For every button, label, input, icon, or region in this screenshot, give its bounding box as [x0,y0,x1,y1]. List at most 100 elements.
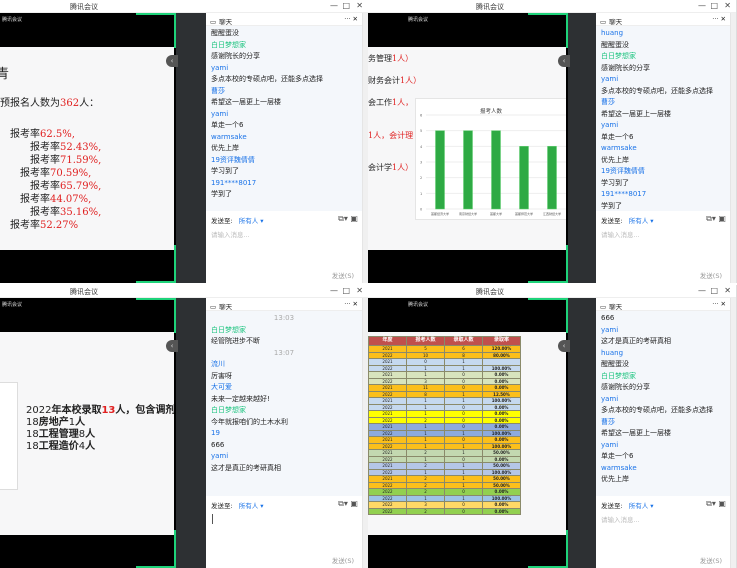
screenshot-file-icons[interactable]: ⧉▾ ▣ [706,214,726,223]
collapse-panel-button[interactable]: ‹ [558,340,570,352]
speaker-border-right-bottom [174,245,176,283]
maximize-button[interactable]: □ [342,1,350,10]
screenshot-file-icons[interactable]: ⧉▾ ▣ [338,214,358,223]
send-button[interactable]: 发送(S) [331,557,354,565]
rate-value: 65.79%, [60,181,102,192]
message-sender[interactable]: 191****8017 [211,178,257,187]
message-sender[interactable]: yami [601,121,619,129]
message-sender[interactable]: warmsake [211,132,247,141]
scrollbar[interactable] [730,13,736,283]
send-to-dropdown[interactable]: 所有人 ▾ [628,217,654,225]
speaker-border-bottom [136,281,176,283]
chat-more-close-button[interactable]: ··· ✕ [344,15,358,23]
y-tick-label: 0 [420,208,422,212]
chat-more-close-button[interactable]: ··· ✕ [344,300,358,308]
send-to-dropdown[interactable]: 所有人 ▾ [628,502,654,510]
minimize-button[interactable]: — [330,1,338,10]
chat-header: ▭ 聊天 ··· ✕ [206,298,362,311]
message-sender[interactable]: yami [211,109,229,118]
message-sender[interactable]: 白日梦想家 [211,325,246,334]
video-strip [568,298,596,568]
x-tick-label: 首都师范大学 [515,211,533,216]
maximize-button[interactable]: □ [710,286,718,295]
close-button[interactable]: ✕ [724,1,731,10]
minimize-button[interactable]: — [698,1,706,10]
scrollbar[interactable] [362,298,368,568]
slide-line: 1人，会计理 [368,130,413,141]
collapse-panel-button[interactable]: ‹ [166,340,178,352]
line-count: 1人） [400,76,422,85]
screenshot-file-icons[interactable]: ⧉▾ ▣ [338,499,358,508]
message-sender[interactable]: huang [601,29,624,37]
chat-title: 聊天 [609,303,623,311]
message-sender[interactable]: yami [601,75,619,83]
close-button[interactable]: ✕ [724,286,731,295]
send-to-label: 发送至: [211,502,233,510]
chat-title: 聊天 [219,18,233,26]
message-sender[interactable]: 白日梦想家 [211,40,246,49]
table-row: 2021 1 0 0.00% [368,436,521,444]
send-to-dropdown[interactable]: 所有人 ▾ [238,502,264,510]
message-input[interactable]: 请输入消息... [211,231,250,239]
scrollbar[interactable] [730,298,736,568]
presentation-slide: 2022年本校录取13人，包含调剂 18房地产1人 18工程管理8人 18工程造价4人 [0,332,174,535]
minimize-button[interactable]: — [698,286,706,295]
message-sender[interactable]: 19 [211,429,220,437]
message-timestamp: 13:03 [273,314,295,322]
message-sender[interactable]: yami [601,325,619,334]
message-sender[interactable]: 曹莎 [211,86,225,95]
collapse-panel-button[interactable]: ‹ [558,55,570,67]
message-sender[interactable]: huang [601,348,624,357]
message-sender[interactable]: 19资评魏倩倩 [601,167,645,175]
send-to-dropdown[interactable]: 所有人 ▾ [238,217,264,225]
chat-more-close-button[interactable]: ··· ✕ [712,15,726,23]
close-button[interactable]: ✕ [356,1,363,10]
minimize-button[interactable]: — [330,286,338,295]
send-button[interactable]: 发送(S) [699,272,722,280]
message-sender[interactable]: 流川 [211,360,225,368]
message-input[interactable]: 请输入消息... [601,516,640,524]
scrollbar[interactable] [362,13,368,283]
send-button[interactable]: 发送(S) [331,272,354,280]
message-sender[interactable]: yami [211,452,229,460]
message-sender[interactable]: 白日梦想家 [211,406,246,414]
line-count: 1人，会计理 [368,131,414,140]
send-button[interactable]: 发送(S) [699,557,722,565]
chat-icon: ▭ [210,303,217,311]
message-input[interactable] [212,514,213,524]
presentation-slide: 务管理1人） 财务会计1人） 会工作1人， 1人，会计理 会计学1人） 报考人数 0 1 2 3 4… [368,47,566,250]
message-sender[interactable]: 曹莎 [601,417,615,426]
message-input[interactable]: 请输入消息... [601,231,640,239]
message-sender[interactable]: 白日梦想家 [601,52,636,60]
y-tick-label: 6 [420,114,422,118]
close-button[interactable]: ✕ [356,286,363,295]
message-sender[interactable]: 曹莎 [601,98,615,106]
message-sender[interactable]: warmsake [601,463,637,472]
y-tick-label: 4 [420,145,423,149]
x-tick-label: 首都经济大学 [431,211,449,216]
collapse-panel-button[interactable]: ‹ [166,55,178,67]
message-sender[interactable]: 白日梦想家 [601,371,636,380]
title-bar: 腾讯会议 — □ ✕ [368,285,736,298]
message-sender[interactable]: yami [601,394,619,403]
bar [547,146,557,210]
message-text: 学到了 [211,190,232,198]
intro-part: 预报名人数为 [0,98,60,109]
chat-more-close-button[interactable]: ··· ✕ [712,300,726,308]
message-sender[interactable]: 大可爱 [211,383,232,391]
slide-line: 财务会计1人） [368,75,421,86]
message-sender[interactable]: warmsake [601,144,637,152]
message-sender[interactable]: yami [211,63,229,72]
message-text: 单走一个6 [211,121,244,129]
table-row: 2021 2 1 50.00% [368,475,521,483]
message-sender[interactable]: 19资评魏倩倩 [211,155,255,164]
chat-panel: ▭ 聊天 ··· ✕ 13:03 白日梦想家 经管院进步不断 13:07 流川 厉害呀 大可爱 未来… [206,298,362,568]
video-strip [568,13,596,283]
message-sender[interactable]: 191****8017 [601,190,647,198]
message-sender[interactable]: yami [601,440,619,449]
screenshot-file-icons[interactable]: ⧉▾ ▣ [706,499,726,508]
send-to-label: 发送至: [601,217,623,225]
maximize-button[interactable]: □ [710,1,718,10]
maximize-button[interactable]: □ [342,286,350,295]
chat-icon: ▭ [600,303,607,311]
